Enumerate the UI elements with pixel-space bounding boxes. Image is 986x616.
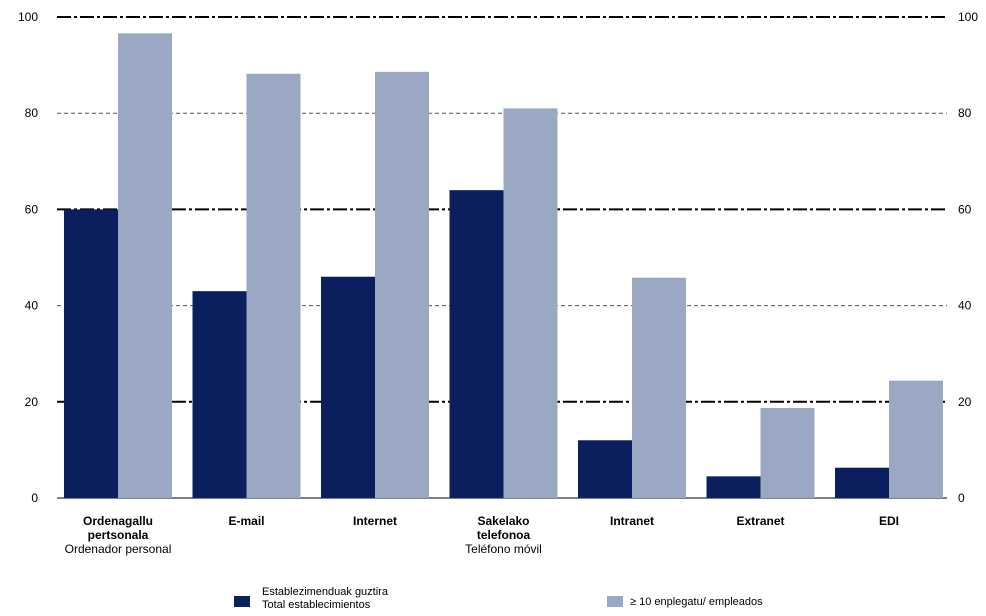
category-label-4-es: Teléfono móvil	[465, 542, 542, 556]
bar-total-4	[449, 190, 504, 498]
y-tick-right-80: 80	[958, 106, 972, 120]
bar-10plus-7	[889, 380, 943, 498]
y-tick-left-20: 20	[25, 395, 39, 409]
legend-label-total-line2: Total establecimientos	[262, 599, 371, 611]
category-label-2-eu-1: E-mail	[228, 514, 264, 528]
y-tick-right-100: 100	[958, 10, 978, 24]
y-tick-left-0: 0	[31, 491, 38, 505]
y-axis-ticks: 0 0 20 20 40 40 60 60 80 80 100 100	[18, 10, 978, 505]
bar-total-1	[64, 209, 118, 498]
y-tick-left-60: 60	[25, 202, 39, 216]
category-label-1-eu-2: pertsonala	[88, 528, 149, 542]
category-label-1-eu-1: Ordenagallu	[83, 514, 153, 528]
bar-10plus-6	[760, 408, 815, 498]
legend-label-total: Establezimenduak guztira Total estableci…	[262, 586, 388, 612]
bar-10plus-3	[375, 71, 429, 499]
category-label-1-es: Ordenador personal	[65, 542, 172, 556]
category-label-6-eu-1: Extranet	[736, 514, 784, 528]
legend-swatch-10plus	[607, 596, 623, 607]
bar-10plus-5	[632, 277, 686, 498]
bar-10plus-2	[246, 73, 301, 499]
bar-total-5	[578, 440, 632, 498]
bars	[64, 33, 943, 499]
y-tick-right-60: 60	[958, 202, 972, 216]
category-label-4-eu-1: Sakelako	[477, 514, 529, 528]
bar-total-2	[192, 291, 247, 498]
bar-10plus-4	[503, 108, 558, 498]
bar-total-3	[321, 276, 375, 498]
legend-label-10plus: ≥ 10 enplegatu/ empleados	[630, 596, 763, 609]
category-label-7-eu-1: EDI	[879, 514, 899, 528]
category-label-5-eu-1: Intranet	[610, 514, 654, 528]
y-tick-right-20: 20	[958, 395, 972, 409]
y-tick-left-100: 100	[18, 10, 38, 24]
legend-swatch-total	[234, 596, 250, 607]
y-tick-left-40: 40	[25, 299, 39, 313]
bar-10plus-1	[118, 33, 172, 498]
y-tick-left-80: 80	[25, 106, 39, 120]
legend-label-10plus-line1: ≥ 10 enplegatu/ empleados	[630, 596, 763, 608]
bar-total-7	[835, 467, 889, 498]
y-tick-right-0: 0	[958, 491, 965, 505]
bar-total-6	[706, 476, 761, 498]
category-label-3-eu-1: Internet	[353, 514, 397, 528]
category-label-4-eu-2: telefonoa	[477, 528, 531, 542]
y-tick-right-40: 40	[958, 299, 972, 313]
legend-label-total-line1: Establezimenduak guztira	[262, 586, 388, 598]
